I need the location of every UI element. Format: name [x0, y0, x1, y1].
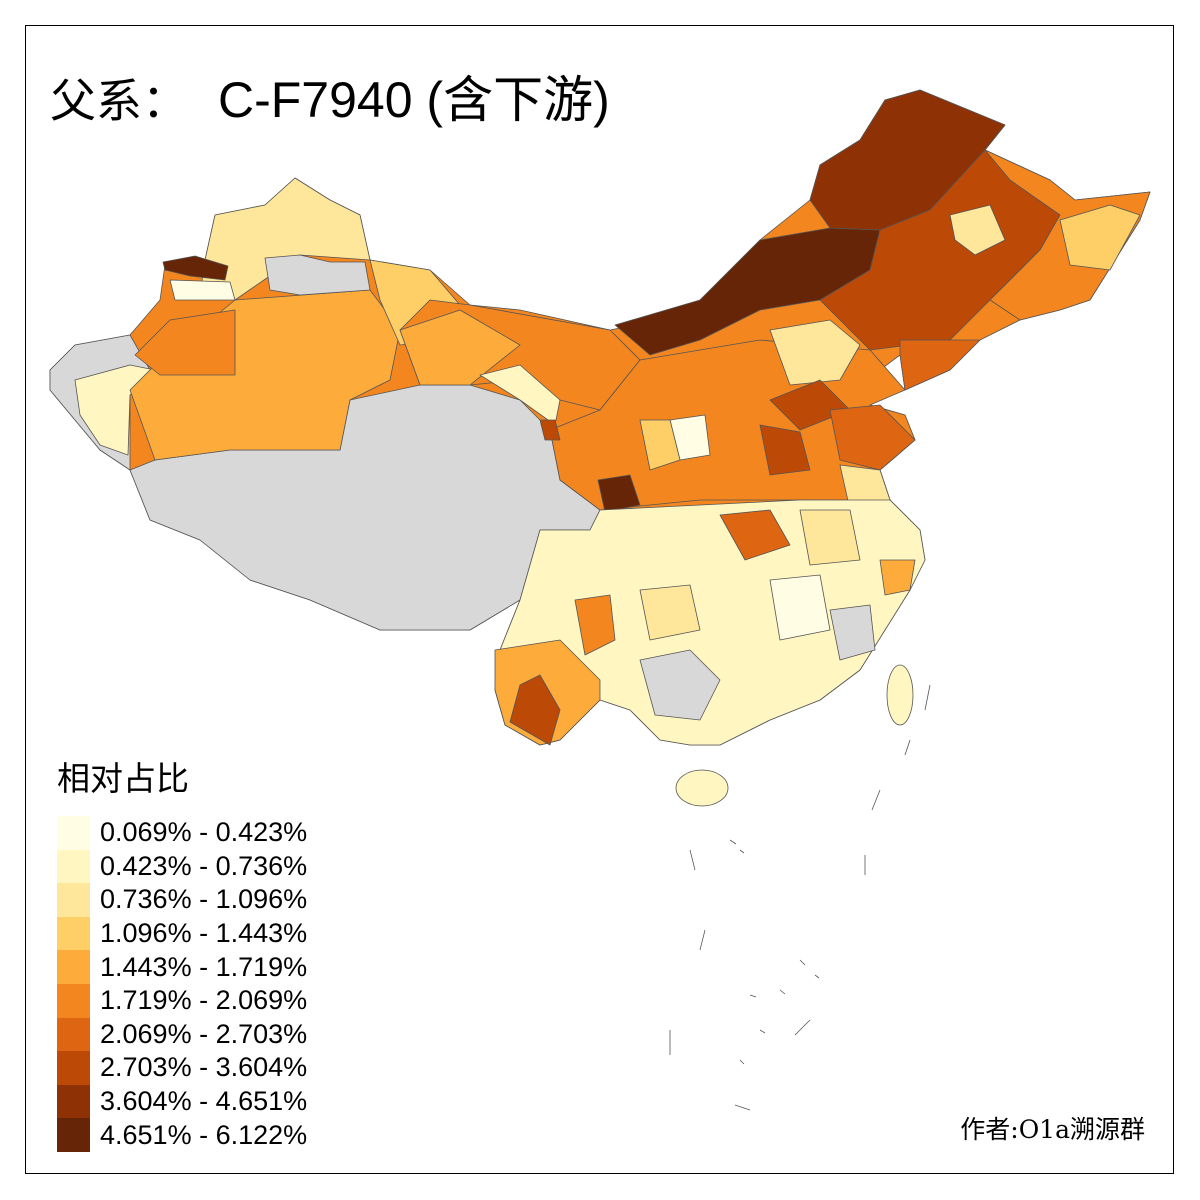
legend-label: 1.096% - 1.443%	[100, 918, 308, 949]
map-title: 父系： C-F7940 (含下游)	[50, 60, 610, 132]
legend-swatch	[57, 1051, 90, 1085]
legend-title: 相对占比	[57, 759, 189, 798]
region-hainan	[675, 769, 729, 807]
region-taiwan	[886, 664, 914, 726]
map-frame	[25, 25, 1174, 1174]
legend-label: 4.651% - 6.122%	[100, 1119, 308, 1150]
legend-item: 2.069% - 2.703%	[57, 1017, 308, 1052]
region-guangxi-grey	[639, 649, 721, 721]
legend-label: 1.719% - 2.069%	[100, 985, 308, 1016]
region-guizhou-light	[639, 584, 701, 641]
legend-label: 3.604% - 4.651%	[100, 1086, 308, 1117]
legend-swatch	[57, 1017, 90, 1052]
region-ne-dark	[809, 89, 1006, 231]
legend-swatch	[57, 916, 90, 951]
legend-item: 1.719% - 2.069%	[57, 983, 308, 1018]
legend-label: 1.443% - 1.719%	[100, 951, 308, 982]
region-zhejiang-orange	[879, 559, 916, 596]
region-sichuan-west-orange	[574, 594, 616, 656]
title-prefix: 父系：	[50, 74, 188, 128]
legend-swatch	[57, 849, 90, 884]
region-hubei-orange	[719, 509, 791, 561]
region-gansu-light	[399, 309, 521, 386]
legend-item: 3.604% - 4.651%	[57, 1084, 308, 1119]
author-credit: 作者:O1a溯源群	[960, 1115, 1145, 1144]
region-sichuan-north-darkest	[597, 474, 641, 513]
title-haplogroup: C-F7940 (含下游)	[218, 72, 610, 128]
legend-label: 0.069% - 0.423%	[100, 817, 308, 848]
south-china-sea-islands	[669, 684, 931, 1111]
legend-label: 2.069% - 2.703%	[100, 1018, 308, 1049]
legend-label: 0.423% - 0.736%	[100, 850, 308, 881]
legend-item: 1.443% - 1.719%	[57, 950, 307, 984]
legend-swatch	[57, 883, 90, 917]
legend-swatch	[57, 1118, 90, 1152]
legend-label: 0.736% - 1.096%	[100, 884, 308, 915]
region-hexi-light	[479, 364, 561, 426]
region-ili-light	[169, 279, 236, 301]
region-gansu-spot-dark	[539, 419, 561, 441]
legend-item: 0.069% - 0.423%	[57, 816, 307, 850]
region-shandong	[829, 404, 916, 471]
legend-item: 0.736% - 1.096%	[57, 883, 307, 917]
legend-swatch	[57, 950, 90, 984]
legend-label: 2.703% - 3.604%	[100, 1052, 308, 1083]
legend-swatch	[57, 983, 90, 1018]
legend-item: 2.703% - 3.604%	[57, 1051, 307, 1085]
region-shanxi-dark	[759, 424, 811, 476]
legend-item: 4.651% - 6.122%	[57, 1118, 307, 1152]
region-ili-darkest	[162, 255, 229, 281]
legend: 相对占比 0.069% - 0.423% 0.423% - 0.736% 0.736…	[57, 752, 307, 1152]
legend-swatch	[57, 816, 90, 850]
legend-item: 1.096% - 1.443%	[57, 916, 308, 951]
region-ne-light	[949, 204, 1006, 256]
region-henan-light	[639, 419, 681, 471]
region-ili-grey	[264, 254, 371, 296]
legend-item: 0.423% - 0.736%	[57, 849, 308, 884]
region-jiangxi-light	[769, 574, 831, 641]
region-jilin-light	[1059, 204, 1141, 271]
region-anhui-light	[799, 509, 861, 566]
region-yunnan-dark	[509, 674, 561, 746]
region-kashgar	[134, 309, 236, 376]
legend-swatch	[57, 1084, 90, 1119]
region-liaoning	[899, 339, 981, 391]
region-shanxi-light	[769, 319, 861, 386]
region-fujian-grey	[829, 604, 876, 661]
